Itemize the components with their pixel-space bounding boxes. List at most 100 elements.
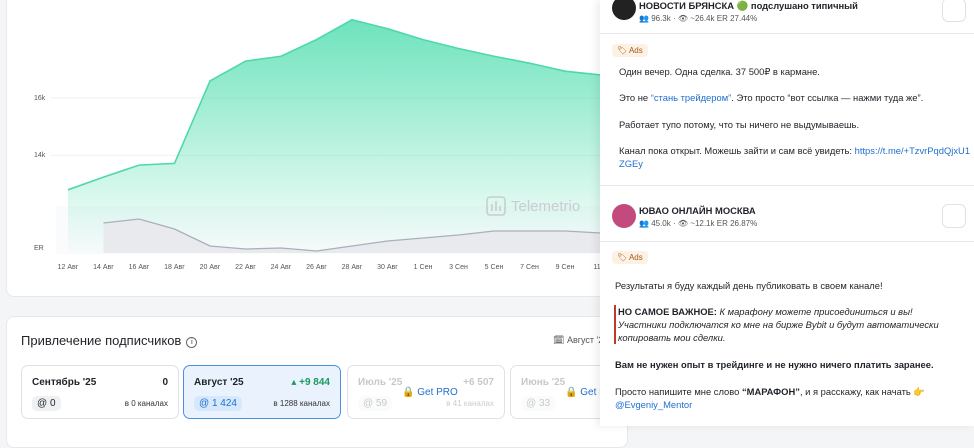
pro-lock[interactable]: 🔒 Get PRO [402, 387, 458, 398]
post-text: Один вечер. Одна сделка. 37 500₽ в карма… [619, 66, 820, 77]
post-text: Это не “стань трейдером”. Это просто “во… [619, 91, 974, 104]
chart: Telemetrio ER 14k 16k 12 Авг 14 Авг 16 Авг 18… [34, 18, 607, 271]
post: ЮВАО ОНЛАЙН МОСКВА 👥 45.0k · 👁 ~12.1k ER… [600, 185, 974, 426]
x-tick-label: 14 Авг [93, 264, 114, 271]
channel-name[interactable]: НОВОСТИ БРЯНСКА 🟢 подслушано типичный [639, 0, 858, 11]
subscribers-line [67, 18, 601, 191]
post-text: Работает тупо потому, что ты ничего не в… [619, 119, 860, 130]
tile-delta: 0 [162, 377, 168, 388]
period-selector[interactable]: 🗓 Август '25 [553, 335, 609, 345]
month-tile[interactable]: Июль '25 +6 507 @ 59 в 41 каналах 🔒 Get … [347, 365, 505, 419]
y-tick-label: 14k [34, 152, 46, 159]
tile-delta: +6 507 [463, 377, 494, 388]
stat-subscribers: 45.0k [651, 219, 671, 228]
ads-feed: НОВОСТИ БРЯНСКА 🟢 подслушано типичный 👥 … [600, 0, 974, 426]
x-tick-label: 28 Авг [342, 264, 363, 271]
pro-lock-text: Get PRO [417, 387, 458, 398]
x-tick-label: 9 Сен [556, 264, 575, 271]
post-text: НО САМОЕ ВАЖНОЕ: К марафону можете присо… [614, 305, 958, 344]
post-text: Просто напишите мне слово “МАРАФОН”, и я… [615, 385, 960, 411]
x-tick-label: 26 Авг [306, 264, 327, 271]
share-button[interactable] [942, 204, 966, 228]
tile-month: Август '25 [194, 377, 244, 388]
channel-name[interactable]: ЮВАО ОНЛАЙН МОСКВА [639, 205, 756, 216]
tile-mentions: @ 33 [521, 396, 556, 411]
period-text: Август '25 [566, 335, 609, 345]
y-tick-label: 16k [34, 95, 46, 102]
x-tick-label: 12 Авг [58, 264, 79, 271]
er-axis-label: ER [34, 245, 44, 252]
channel-avatar [612, 204, 636, 228]
x-tick-label: 30 Авг [377, 264, 398, 271]
italic-text: К марафону можете присоединиться и вы! У… [618, 306, 939, 343]
screen: Telemetrio ER 14k 16k 12 Авг 14 Авг 16 Авг 18… [6, 0, 974, 448]
tile-month: Июнь '25 [521, 377, 566, 388]
page: Telemetrio { "chart": { "type": "line", … [6, 0, 974, 448]
text-part: Это не [619, 92, 651, 103]
month-tile[interactable]: Сентябрь '25 0 @ 0 в 0 каналах [21, 365, 179, 419]
stat-views: ~12.1k [690, 219, 715, 228]
divider [600, 241, 974, 242]
tile-mentions-value: 33 [538, 398, 551, 409]
channel-avatar [612, 0, 636, 20]
month-tile[interactable]: Август '25 ▴ +9 844 @ 1 424 в 1288 канал… [183, 365, 341, 419]
ads-badge-text: Ads [628, 253, 643, 262]
channel-stats: 👥 45.0k · 👁 ~12.1k ER 26.87% [639, 219, 758, 228]
bold-text: НО САМОЕ ВАЖНОЕ: [618, 306, 717, 317]
stat-subscribers: 96.3k [651, 14, 671, 23]
bold-text: “МАРАФОН” [741, 386, 800, 397]
post-text: Вам не нужен опыт в трейдинге и не нужно… [615, 358, 971, 371]
x-tick-label: 24 Авг [271, 264, 292, 271]
x-tick-label: 18 Авг [164, 264, 185, 271]
chart-card: Telemetrio ER 14k 16k 12 Авг 14 Авг 16 Авг 18… [6, 0, 608, 297]
tile-delta: ▴ +9 844 [291, 377, 330, 388]
divider [600, 33, 974, 34]
bold-text: Вам не нужен опыт в трейдинге и не нужно… [615, 359, 934, 370]
link[interactable]: @Evgeniy_Mentor [615, 399, 693, 410]
pro-lock-text: Get PR [580, 387, 614, 398]
ads-badge: 🏷 Ads [612, 251, 648, 264]
er-area [103, 219, 601, 253]
x-tick-label: 22 Авг [235, 264, 256, 271]
x-tick-label: 5 Сен [485, 264, 504, 271]
tile-channels: в 1288 каналах [273, 399, 330, 408]
section-title: Привлечение подписчиков i [21, 333, 198, 348]
stat-er-label: ER [716, 219, 728, 228]
tile-mentions-value: 1 424 [211, 398, 237, 409]
ads-badge: 🏷 Ads [612, 44, 648, 57]
post-text: Канал пока открыт. Можешь зайти и сам вс… [619, 144, 971, 170]
er-line [103, 218, 601, 252]
x-tick-label: 16 Авг [129, 264, 150, 271]
tile-mentions: @ 1 424 [194, 396, 242, 411]
tile-mentions-value: 59 [375, 398, 388, 409]
subscribers-area [68, 19, 601, 254]
tile-channels: в 41 каналах [446, 399, 494, 408]
x-tick-label: 1 Сен [414, 264, 433, 271]
tile-mentions: @ 59 [358, 396, 393, 411]
x-tick-label: 3 Сен [449, 264, 468, 271]
watermark-text: Telemetrio [511, 198, 580, 215]
ads-badge-text: Ads [628, 46, 643, 55]
pro-lock[interactable]: 🔒 Get PR [565, 387, 614, 398]
tile-mentions-value: 0 [49, 398, 56, 409]
link[interactable]: https://t.me/+TzvrPqdQjxU1ZGEy [619, 145, 971, 169]
tile-month: Сентябрь '25 [32, 377, 97, 388]
stat-er: 26.87% [730, 219, 758, 228]
text-part: Канал пока открыт. Можешь зайти и сам вс… [619, 145, 855, 156]
tile-channels: в 0 каналах [124, 399, 168, 408]
share-button[interactable] [942, 0, 966, 22]
text-part: . Это просто “вот ссылка — нажми туда же… [731, 92, 924, 103]
section-title-text: Привлечение подписчиков [21, 333, 182, 348]
x-tick-label: 7 Сен [520, 264, 539, 271]
text-part: , и я расскажу, как начать 👉 [799, 386, 926, 397]
channel-stats: 👥 96.3k · 👁 ~26.4k ER 27.44% [639, 14, 758, 23]
info-icon[interactable]: i [186, 337, 198, 348]
text-part: Просто напишите мне слово [615, 386, 742, 397]
x-tick-label: 20 Авг [200, 264, 221, 271]
tile-month: Июль '25 [358, 377, 403, 388]
post-text: Результаты я буду каждый день публиковат… [615, 280, 883, 291]
stat-er: 27.44% [730, 14, 758, 23]
link[interactable]: “стань трейдером” [650, 92, 732, 103]
tile-mentions: @ 0 [32, 396, 61, 411]
tile-delta-value: +9 844 [299, 377, 330, 388]
